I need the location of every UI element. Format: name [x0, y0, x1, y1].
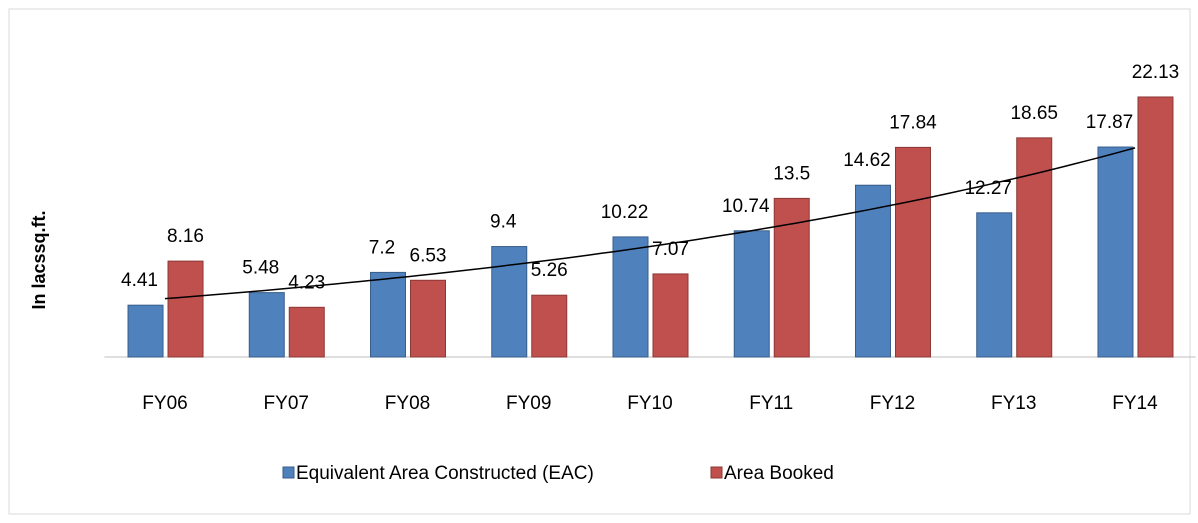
bar: [894, 146, 931, 358]
bar: [410, 279, 447, 358]
x-tick-label: FY12: [870, 393, 915, 414]
x-tick-label: FY09: [506, 393, 551, 414]
bar: [854, 184, 891, 358]
data-label: 8.16: [167, 226, 204, 247]
legend-label: Area Booked: [724, 463, 834, 484]
data-label: 22.13: [1132, 62, 1180, 83]
data-label: 9.4: [490, 212, 517, 233]
data-label: 13.5: [773, 163, 810, 184]
data-label: 10.74: [722, 196, 770, 217]
bar: [370, 271, 407, 358]
data-label: 14.62: [843, 150, 891, 171]
bar: [248, 292, 285, 358]
x-tick-label: FY06: [142, 393, 187, 414]
bar: [167, 260, 204, 358]
data-label: 10.22: [601, 202, 649, 223]
data-label: 4.23: [288, 272, 325, 293]
data-label: 5.26: [531, 260, 568, 281]
data-label: 4.41: [121, 270, 158, 291]
bar: [288, 306, 325, 358]
bar: [1097, 146, 1134, 358]
data-label: 5.48: [242, 258, 279, 279]
data-label: 12.27: [964, 178, 1012, 199]
x-tick-label: FY11: [749, 393, 793, 414]
x-tick-label: FY10: [627, 393, 672, 414]
data-label: 18.65: [1010, 103, 1058, 124]
data-label: 7.2: [369, 237, 395, 258]
data-label: 17.84: [889, 112, 937, 133]
x-tick-label: FY07: [264, 393, 309, 414]
bar: [127, 304, 164, 358]
legend-swatch: [282, 466, 295, 479]
x-tick-label: FY14: [1112, 393, 1158, 414]
bar: [976, 212, 1013, 358]
bar: [733, 230, 770, 358]
bar: [652, 273, 689, 358]
x-tick-label: FY08: [385, 393, 430, 414]
data-label: 17.87: [1086, 112, 1134, 133]
bar: [773, 197, 810, 358]
bar: [612, 236, 649, 358]
bar: [531, 294, 568, 358]
bar: [1137, 96, 1174, 358]
data-label: 6.53: [410, 245, 447, 266]
trend-line: [164, 147, 1136, 300]
x-tick-label: FY13: [991, 393, 1036, 414]
legend-label: Equivalent Area Constructed (EAC): [296, 463, 594, 484]
y-axis-label: In lacssq.ft.: [29, 210, 49, 309]
legend-swatch: [710, 466, 723, 479]
